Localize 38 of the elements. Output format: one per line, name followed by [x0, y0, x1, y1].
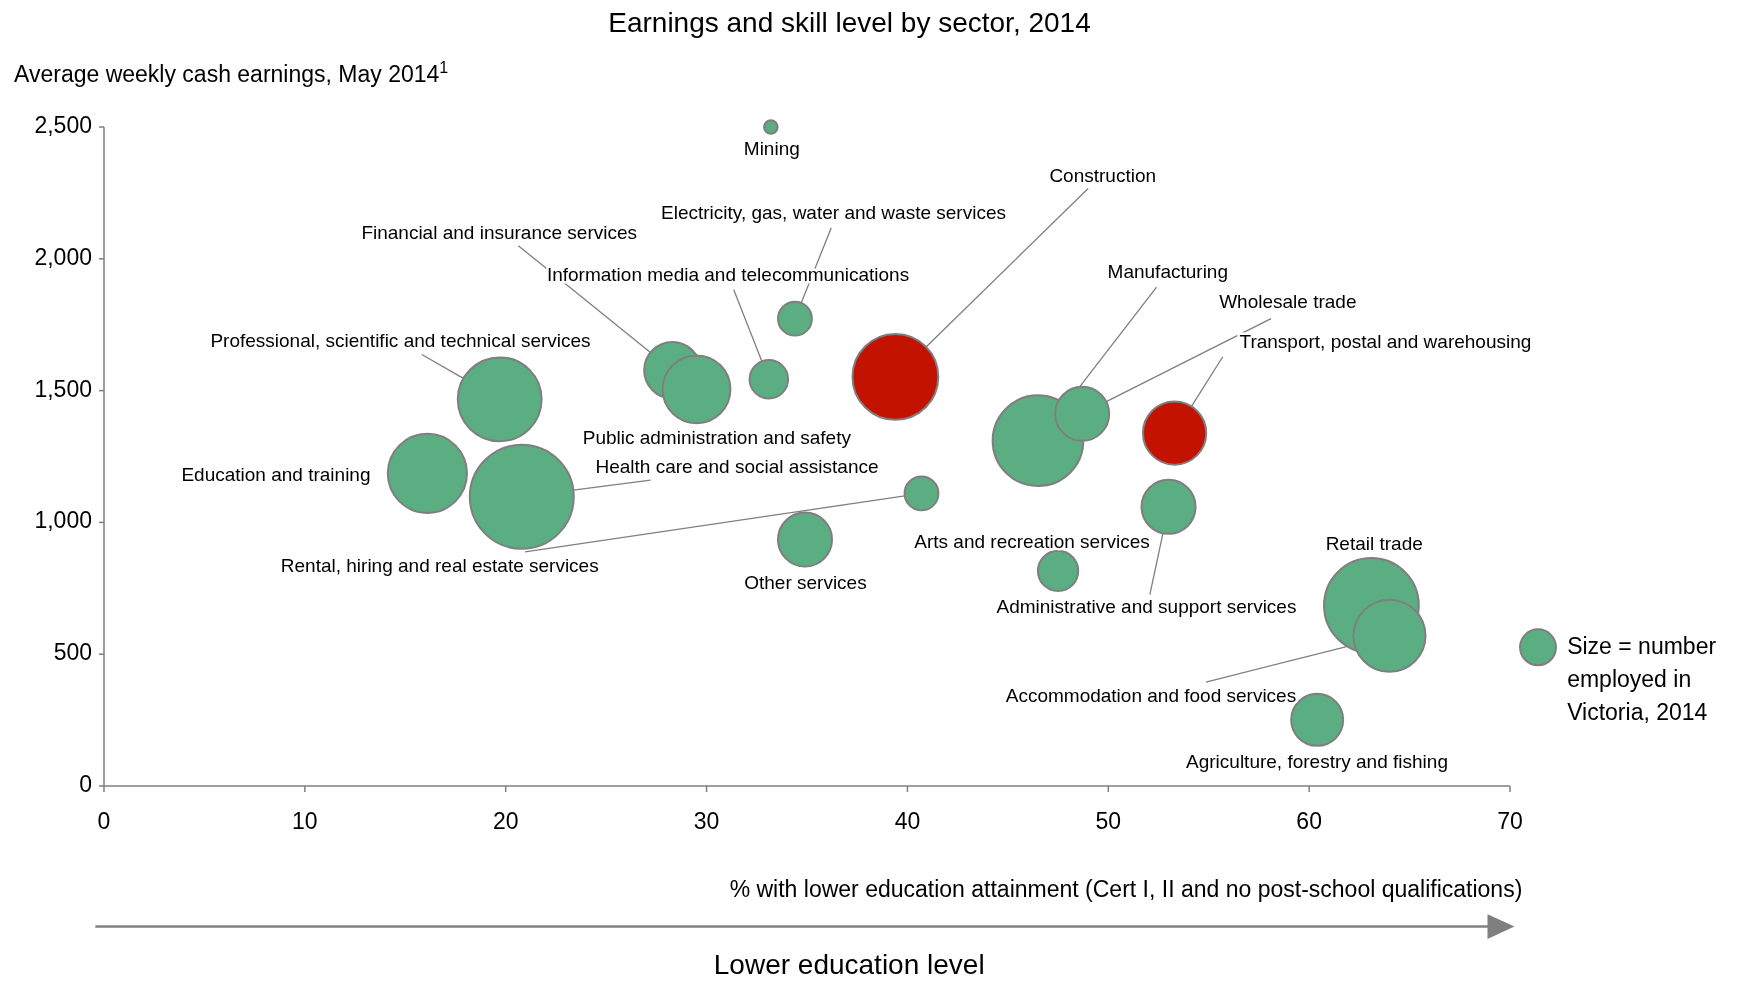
text: Lower education level: [713, 949, 985, 981]
x-tick-label: 50: [1095, 808, 1122, 834]
series-label: Mining: [743, 138, 800, 160]
text: Accommodation and food services: [1005, 684, 1297, 706]
y-tick-label: 2,000: [34, 243, 92, 270]
y-tick-label: 0: [79, 771, 92, 798]
y-tick-label: 500: [53, 639, 92, 666]
x-tick-label: 30: [693, 808, 720, 834]
text: Manufacturing: [1107, 260, 1229, 282]
x-axis-title: % with lower education attainment (Cert I, II and no post-school qualifications): [729, 875, 1523, 902]
text: Professional, scientific and technical services: [210, 330, 591, 352]
text: Administrative and support services: [996, 596, 1297, 618]
x-tick-label: 40: [894, 808, 921, 834]
y-tick-label: 2,500: [34, 112, 92, 139]
text: Wholesale trade: [1219, 290, 1357, 312]
x-tick-label: 10: [292, 808, 318, 834]
text: Transport, postal and warehousing: [1239, 331, 1532, 353]
series-label: Public administration and safety: [582, 426, 852, 448]
x-tick-label: 20: [492, 808, 519, 834]
text: Construction: [1049, 165, 1157, 187]
text: Financial and insurance services: [361, 222, 638, 244]
x-tick-label: 60: [1296, 808, 1322, 834]
text: Information media and telecommunications: [546, 263, 910, 285]
x-tick-label: 0: [97, 808, 111, 834]
y-tick-label: 1,500: [34, 375, 92, 402]
series-label: Education and training: [181, 463, 371, 485]
text: Size = number employed in Victoria, 2014: [1567, 633, 1717, 726]
text: Rental, hiring and real estate services: [280, 554, 599, 576]
series-label: Agriculture, forestry and fishing: [1186, 750, 1448, 772]
chart-title: Earnings and skill level by sector, 2014: [608, 7, 1091, 38]
y-axis-title: Average weekly cash earnings, May 2014$^{1}$: [14, 58, 449, 87]
series-label: Other services: [744, 572, 867, 594]
series-label: Retail trade: [1325, 533, 1423, 555]
series-label: Arts and recreation services: [914, 530, 1150, 552]
x-tick-label: 70: [1497, 808, 1523, 834]
series-label: Health care and social assistance: [595, 455, 879, 477]
text: Electricity, gas, water and waste services: [661, 202, 1006, 224]
y-tick-label: 1,000: [34, 507, 92, 534]
